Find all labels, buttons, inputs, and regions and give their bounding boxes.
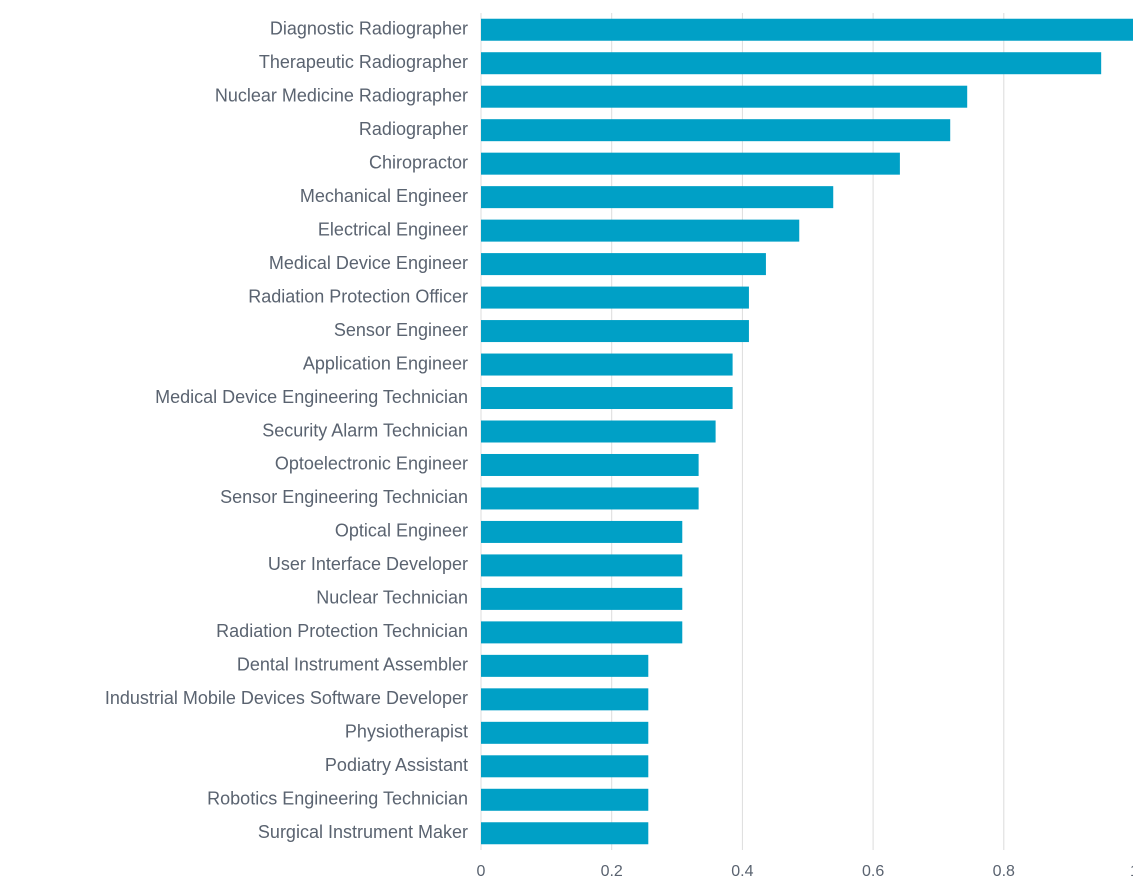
y-tick-label: Security Alarm Technician xyxy=(262,420,468,440)
y-tick-label: Podiatry Assistant xyxy=(325,755,468,775)
bar xyxy=(481,320,749,343)
bar xyxy=(481,554,683,577)
y-tick-label: Robotics Engineering Technician xyxy=(207,789,468,809)
y-tick-label: Medical Device Engineering Technician xyxy=(155,387,468,407)
y-tick-label: Diagnostic Radiographer xyxy=(270,18,468,38)
y-tick-label: Optical Engineer xyxy=(335,521,468,541)
y-tick-label: Sensor Engineer xyxy=(334,320,468,340)
y-tick-label: Optoelectronic Engineer xyxy=(275,454,468,474)
x-tick-label: 0.8 xyxy=(993,863,1015,880)
bar xyxy=(481,219,800,242)
bar xyxy=(481,353,733,376)
y-tick-label: Nuclear Technician xyxy=(316,588,468,608)
y-tick-label: User Interface Developer xyxy=(268,554,468,574)
bar xyxy=(481,721,649,744)
x-tick-label: 1 xyxy=(1130,863,1133,880)
bar xyxy=(481,587,683,610)
y-tick-label: Application Engineer xyxy=(303,353,468,373)
y-tick-label: Radiographer xyxy=(359,119,468,139)
bar xyxy=(481,18,1133,41)
bar xyxy=(481,688,649,711)
bar xyxy=(481,755,649,778)
y-tick-label: Electrical Engineer xyxy=(318,219,468,239)
bar xyxy=(481,253,766,276)
bar xyxy=(481,119,951,142)
bar xyxy=(481,487,699,510)
bar xyxy=(481,186,834,209)
y-tick-label: Sensor Engineering Technician xyxy=(220,487,468,507)
y-tick-label: Physiotherapist xyxy=(345,722,468,742)
x-tick-label: 0 xyxy=(477,863,486,880)
bar xyxy=(481,420,716,443)
bar xyxy=(481,387,733,410)
x-tick-label: 0.6 xyxy=(862,863,884,880)
x-tick-label: 0.2 xyxy=(601,863,623,880)
y-tick-label: Mechanical Engineer xyxy=(300,186,468,206)
y-tick-label: Medical Device Engineer xyxy=(269,253,468,273)
x-tick-label: 0.4 xyxy=(731,863,753,880)
bar xyxy=(481,621,683,644)
bar xyxy=(481,788,649,811)
bar xyxy=(481,822,649,845)
bar xyxy=(481,85,968,108)
bar xyxy=(481,654,649,677)
y-tick-label: Radiation Protection Officer xyxy=(248,286,468,306)
bar xyxy=(481,520,683,543)
bar xyxy=(481,52,1102,75)
bar xyxy=(481,286,749,309)
y-tick-label: Nuclear Medicine Radiographer xyxy=(215,85,468,105)
y-tick-label: Chiropractor xyxy=(369,152,468,172)
y-tick-label: Industrial Mobile Devices Software Devel… xyxy=(105,688,468,708)
y-tick-label: Radiation Protection Technician xyxy=(216,621,468,641)
bar xyxy=(481,453,699,476)
y-tick-label: Surgical Instrument Maker xyxy=(258,822,468,842)
y-tick-label: Therapeutic Radiographer xyxy=(259,52,468,72)
bar xyxy=(481,152,900,175)
y-tick-label: Dental Instrument Assembler xyxy=(237,655,468,675)
